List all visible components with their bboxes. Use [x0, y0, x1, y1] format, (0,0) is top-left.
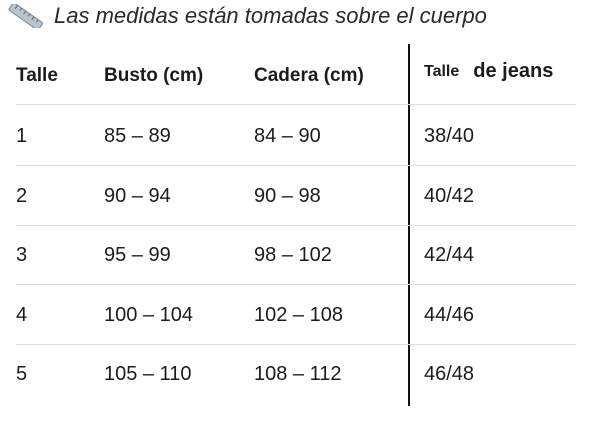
cell-jeans: 40/42 — [424, 185, 475, 207]
cell-talle: 1 — [16, 125, 28, 147]
row-separator — [16, 225, 576, 226]
cell-talle: 3 — [16, 244, 28, 266]
cell-cadera: 108 – 112 — [254, 363, 342, 385]
header-jeans-label: de jeans — [473, 60, 554, 82]
header-jeans-talle: Talle — [424, 62, 460, 80]
table-row: 3 95 – 99 98 – 102 42/44 — [0, 226, 600, 285]
table-row: 2 90 – 94 90 – 98 40/42 — [0, 167, 600, 226]
cell-jeans: 44/46 — [424, 304, 475, 326]
header-talle-jeans: Talle de jeans — [424, 42, 553, 101]
table-row: 1 85 – 89 84 – 90 38/40 — [0, 107, 600, 166]
cell-busto: 90 – 94 — [104, 185, 171, 207]
cell-busto: 85 – 89 — [104, 125, 171, 147]
cell-busto: 95 – 99 — [104, 244, 171, 266]
row-separator — [16, 165, 576, 166]
header-talle: Talle — [16, 64, 58, 86]
header-busto: Busto (cm) — [104, 64, 204, 86]
cell-jeans: 38/40 — [424, 125, 475, 147]
row-separator — [16, 284, 576, 285]
table-header-row: Talle Busto (cm) Cadera (cm) Talle de je… — [0, 46, 600, 105]
row-separator — [16, 104, 576, 105]
cell-talle: 4 — [16, 304, 28, 326]
cell-cadera: 98 – 102 — [254, 244, 332, 266]
cell-cadera: 84 – 90 — [254, 125, 321, 147]
row-separator — [16, 344, 576, 345]
cell-busto: 105 – 110 — [104, 363, 192, 385]
note-text: Las medidas están tomadas sobre el cuerp… — [54, 3, 487, 28]
ruler-icon — [6, 2, 46, 31]
header-cadera: Cadera (cm) — [254, 64, 364, 86]
cell-cadera: 102 – 108 — [254, 304, 343, 326]
cell-talle: 2 — [16, 185, 28, 207]
measurement-note: Las medidas están tomadas sobre el cuerp… — [6, 0, 487, 32]
cell-jeans: 42/44 — [424, 244, 475, 266]
cell-talle: 5 — [16, 363, 28, 385]
cell-cadera: 90 – 98 — [254, 185, 321, 207]
table-row: 4 100 – 104 102 – 108 44/46 — [0, 286, 600, 345]
table-row: 5 105 – 110 108 – 112 46/48 — [0, 345, 600, 404]
cell-busto: 100 – 104 — [104, 304, 193, 326]
cell-jeans: 46/48 — [424, 363, 475, 385]
